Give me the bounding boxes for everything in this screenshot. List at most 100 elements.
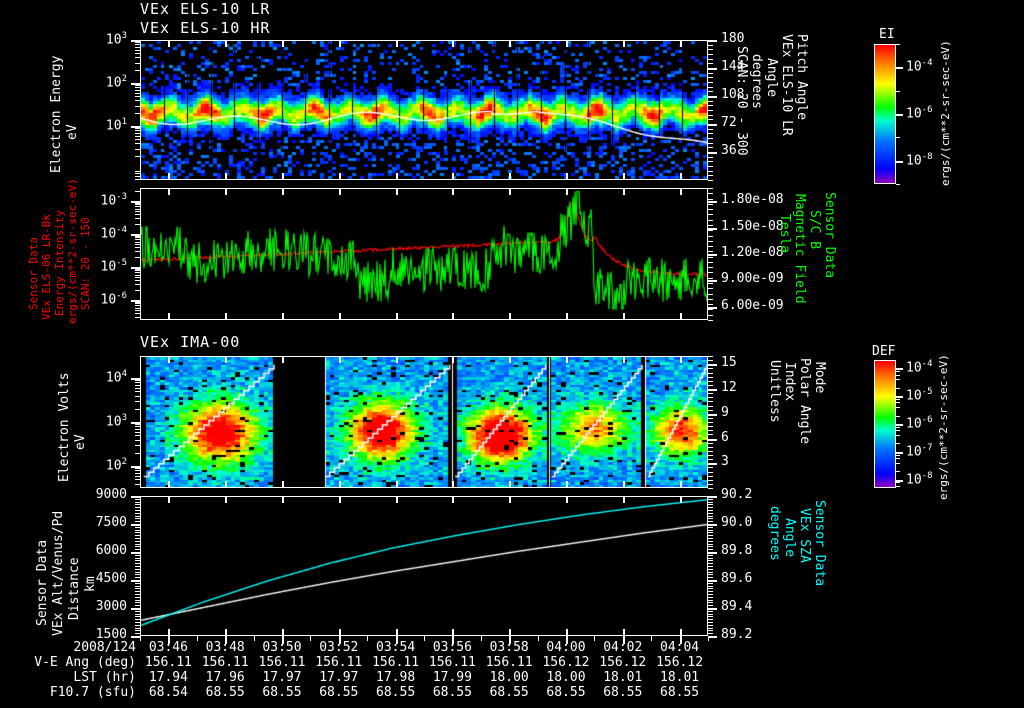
axis-tick (708, 566, 713, 567)
axis-tick (708, 204, 713, 205)
axis-tick (566, 496, 568, 503)
axis-tick (452, 356, 454, 363)
axis-tick (708, 591, 713, 592)
axis-tick (135, 100, 140, 101)
axis-tick (131, 466, 140, 468)
axis-tick (896, 114, 903, 116)
axis-tick-label: 36 (721, 143, 737, 158)
axis-tick (135, 57, 140, 58)
axis-tick (135, 247, 140, 248)
axis-tick (339, 313, 341, 320)
axis-tick (135, 128, 140, 129)
time-tick-label: 03:56 (432, 640, 472, 655)
table-cell: 17.97 (262, 670, 302, 685)
axis-tick (135, 290, 140, 291)
axis-tick (708, 633, 713, 634)
panel3-title: VEx IMA-00 (140, 333, 241, 351)
axis-tick (708, 171, 713, 172)
axis-tick (708, 555, 713, 556)
axis-tick (708, 201, 717, 203)
axis-tick (708, 225, 713, 226)
axis-tick (708, 530, 713, 531)
axis-tick (396, 173, 398, 180)
axis-tick (135, 42, 140, 43)
axis-tick (135, 586, 140, 587)
axis-tick (131, 636, 140, 638)
table-cell: 68.55 (660, 685, 700, 700)
axis-tick (708, 463, 713, 464)
axis-tick (896, 399, 900, 400)
axis-tick (135, 580, 140, 581)
axis-tick (708, 40, 717, 42)
table-cell: 68.55 (432, 685, 472, 700)
axis-tick (135, 149, 140, 150)
axis-tick (896, 44, 900, 45)
axis-tick (708, 608, 713, 609)
axis-tick (282, 636, 283, 641)
axis-tick (135, 470, 140, 471)
axis-tick (135, 583, 140, 584)
axis-tick (708, 157, 713, 158)
axis-tick (509, 40, 511, 47)
axis-tick-label: 9000 (95, 487, 127, 502)
axis-tick (680, 481, 682, 488)
axis-tick (135, 574, 140, 575)
axis-tick-label: 103 (105, 413, 127, 430)
axis-tick-label: 3 (721, 454, 729, 469)
axis-tick (708, 447, 713, 448)
axis-tick (708, 510, 713, 511)
axis-tick (708, 368, 713, 369)
axis-tick (396, 188, 398, 195)
table-cell: 68.55 (376, 685, 416, 700)
axis-tick (310, 636, 311, 641)
axis-tick (168, 496, 170, 503)
axis-tick (135, 106, 140, 107)
axis-tick (680, 40, 682, 47)
axis-tick (168, 173, 170, 180)
table-cell: 68.55 (489, 685, 529, 700)
axis-tick (135, 518, 140, 519)
axis-tick (135, 239, 140, 240)
altitude-sza-panel (140, 496, 708, 636)
axis-tick (708, 439, 717, 441)
axis-tick (135, 317, 140, 318)
axis-tick (396, 636, 398, 644)
axis-tick-label: 89.8 (721, 543, 753, 558)
table-cell: 68.55 (319, 685, 359, 700)
axis-tick (708, 636, 717, 638)
axis-tick (708, 414, 713, 415)
axis-tick (708, 588, 713, 589)
axis-tick-label: 90.2 (721, 487, 753, 502)
panel3-colorbar-title: DEF (872, 344, 896, 359)
axis-tick (135, 310, 140, 311)
axis-tick (708, 594, 713, 595)
axis-tick (282, 629, 284, 636)
axis-tick (135, 563, 140, 564)
axis-tick (896, 452, 903, 454)
axis-tick-label: 108 (721, 87, 745, 102)
ei-colorbar-gradient (875, 45, 895, 183)
axis-tick (135, 244, 140, 245)
def-colorbar (874, 360, 896, 488)
axis-tick (708, 180, 713, 181)
axis-tick (135, 597, 140, 598)
axis-tick (135, 130, 140, 131)
axis-tick (708, 488, 713, 489)
axis-tick (135, 476, 140, 477)
axis-tick (135, 496, 140, 497)
axis-tick (168, 481, 170, 488)
table-cell: 156.11 (258, 655, 306, 670)
axis-tick (135, 251, 140, 252)
axis-tick (708, 467, 713, 468)
table-cell: 18.01 (603, 670, 643, 685)
axis-tick (135, 236, 140, 237)
axis-tick (623, 313, 625, 320)
axis-tick (131, 40, 140, 42)
axis-tick (708, 272, 713, 273)
axis-tick (566, 481, 568, 488)
time-tick-label: 04:00 (546, 640, 586, 655)
axis-tick (225, 356, 227, 363)
axis-tick (135, 591, 140, 592)
axis-tick (339, 40, 341, 47)
axis-tick (708, 356, 713, 357)
